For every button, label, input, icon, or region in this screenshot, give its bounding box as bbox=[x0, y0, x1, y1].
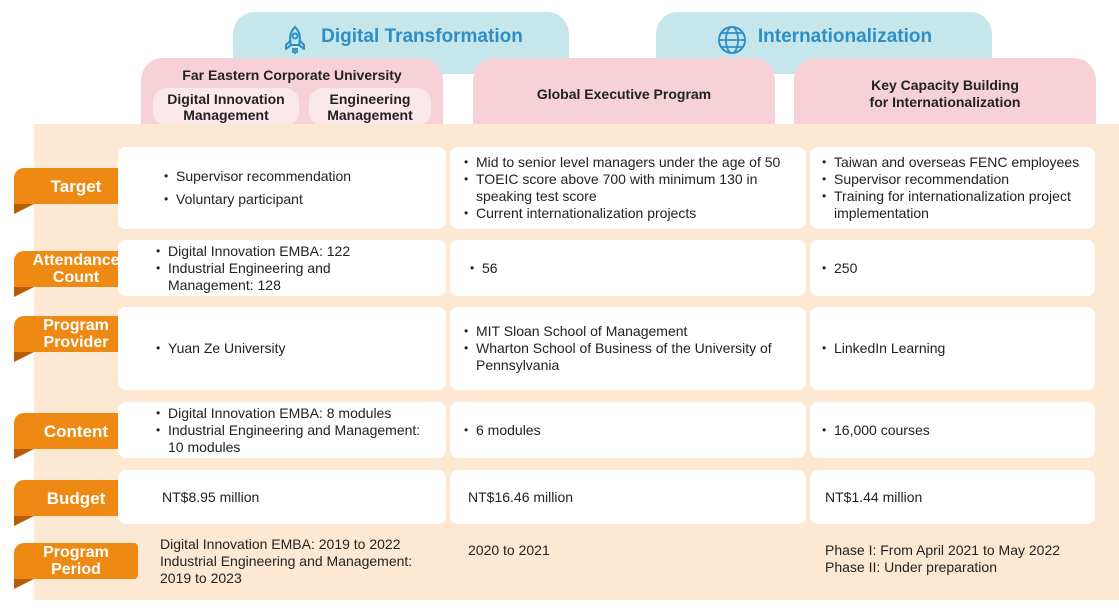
cell-content-col2: 6 modules bbox=[450, 402, 806, 458]
period-value: Phase I: From April 2021 to May 2022 Pha… bbox=[825, 542, 1061, 575]
cell-target-col3: Taiwan and overseas FENC employeesSuperv… bbox=[810, 147, 1095, 229]
cell-provider-col2: MIT Sloan School of ManagementWharton Sc… bbox=[450, 307, 806, 390]
cell-target-col2: Mid to senior level managers under the a… bbox=[450, 147, 806, 229]
budget-value: NT$16.46 million bbox=[468, 488, 574, 505]
provider-item: MIT Sloan School of Management bbox=[464, 323, 796, 340]
target-item: Current internationalization projects bbox=[464, 205, 798, 222]
target-item: Supervisor recommendation bbox=[822, 171, 1089, 188]
subprogram-digital-innovation: Digital Innovation Management bbox=[153, 88, 299, 126]
attendance-item: Industrial Engineering and Management: 1… bbox=[156, 260, 376, 294]
program-header-key-capacity: Key Capacity Building for Internationali… bbox=[794, 58, 1096, 130]
cell-attendance-col2: 56 bbox=[450, 240, 806, 296]
cell-budget-col2: NT$16.46 million bbox=[450, 470, 806, 524]
attendance-item: 56 bbox=[470, 260, 806, 277]
cell-attendance-col3: 250 bbox=[810, 240, 1095, 296]
cell-budget-col3: NT$1.44 million bbox=[810, 470, 1095, 524]
target-item: Taiwan and overseas FENC employees bbox=[822, 154, 1089, 171]
cell-attendance-col1: Digital Innovation EMBA: 122Industrial E… bbox=[118, 240, 446, 296]
content-item: Industrial Engineering and Management: 1… bbox=[156, 422, 421, 456]
period-value: 2020 to 2021 bbox=[468, 542, 550, 558]
cell-budget-col1: NT$8.95 million bbox=[118, 470, 446, 524]
target-item: TOEIC score above 700 with minimum 130 i… bbox=[464, 171, 798, 205]
provider-item: Yuan Ze University bbox=[156, 340, 446, 357]
content-item: 6 modules bbox=[464, 422, 806, 439]
program-title: Key Capacity Building for Internationali… bbox=[869, 77, 1021, 110]
content-item: Digital Innovation EMBA: 8 modules bbox=[156, 405, 421, 422]
subprogram-engineering: Engineering Management bbox=[309, 88, 431, 126]
budget-value: NT$8.95 million bbox=[162, 488, 260, 505]
cell-content-col3: 16,000 courses bbox=[810, 402, 1095, 458]
cell-period-col3: Phase I: From April 2021 to May 2022 Pha… bbox=[810, 536, 1095, 586]
provider-item: Wharton School of Business of the Univer… bbox=[464, 340, 796, 374]
cell-period-col2: 2020 to 2021 bbox=[450, 536, 806, 586]
target-item: Training for internationalization projec… bbox=[822, 188, 1089, 222]
program-title: Far Eastern Corporate University bbox=[182, 67, 402, 83]
attendance-item: Digital Innovation EMBA: 122 bbox=[156, 243, 376, 260]
cell-period-col1: Digital Innovation EMBA: 2019 to 2022 In… bbox=[118, 536, 446, 586]
cell-provider-col3: LinkedIn Learning bbox=[810, 307, 1095, 390]
program-header-global-executive: Global Executive Program bbox=[473, 58, 775, 130]
row-label-budget: Budget bbox=[14, 480, 138, 516]
budget-value: NT$1.44 million bbox=[825, 488, 923, 505]
rocket-icon bbox=[285, 25, 306, 54]
target-item: Supervisor recommendation bbox=[164, 165, 446, 188]
row-label-provider: Program Provider bbox=[14, 316, 138, 352]
attendance-item: 250 bbox=[822, 260, 1095, 277]
category-label: Digital Transformation bbox=[321, 26, 523, 47]
cell-content-col1: Digital Innovation EMBA: 8 modulesIndust… bbox=[118, 402, 446, 458]
row-label-attendance: Attendance Count bbox=[14, 251, 138, 287]
row-label-period: Program Period bbox=[14, 543, 138, 579]
provider-item: LinkedIn Learning bbox=[822, 340, 1095, 357]
target-item: Mid to senior level managers under the a… bbox=[464, 154, 798, 171]
period-value: Digital Innovation EMBA: 2019 to 2022 In… bbox=[160, 536, 413, 586]
row-label-target: Target bbox=[14, 168, 138, 204]
content-item: 16,000 courses bbox=[822, 422, 1095, 439]
row-label-content: Content bbox=[14, 413, 138, 449]
program-title: Global Executive Program bbox=[536, 86, 712, 102]
program-header-corporate-university: Far Eastern Corporate University Digital… bbox=[141, 58, 443, 128]
cell-target-col1: Supervisor recommendationVoluntary parti… bbox=[118, 147, 446, 229]
target-item: Voluntary participant bbox=[164, 188, 446, 211]
category-label: Internationalization bbox=[757, 26, 933, 47]
globe-icon bbox=[717, 26, 746, 54]
cell-provider-col1: Yuan Ze University bbox=[118, 307, 446, 390]
